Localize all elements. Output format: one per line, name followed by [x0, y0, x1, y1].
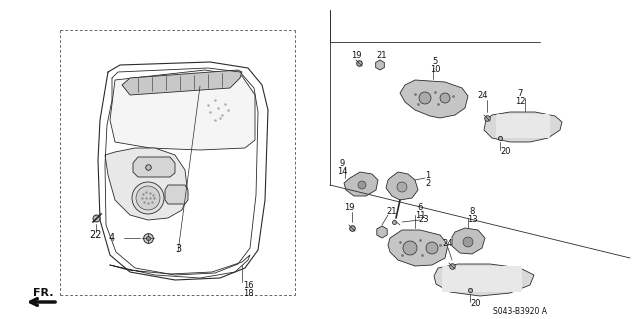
Text: 21: 21: [387, 207, 397, 217]
Text: 19: 19: [344, 203, 355, 211]
FancyBboxPatch shape: [496, 114, 550, 138]
Circle shape: [403, 241, 417, 255]
Text: 10: 10: [429, 65, 440, 75]
Polygon shape: [484, 112, 562, 142]
Polygon shape: [110, 70, 255, 150]
Text: 24: 24: [477, 91, 488, 100]
Polygon shape: [165, 185, 188, 204]
Polygon shape: [452, 228, 485, 254]
Text: 23: 23: [419, 216, 429, 225]
Text: 1: 1: [426, 170, 431, 180]
Circle shape: [419, 92, 431, 104]
Polygon shape: [386, 172, 418, 200]
Polygon shape: [122, 70, 242, 95]
Text: 19: 19: [351, 50, 361, 60]
Text: 20: 20: [500, 147, 511, 157]
Text: 14: 14: [337, 167, 348, 175]
Text: 13: 13: [467, 216, 477, 225]
Text: FR.: FR.: [33, 288, 53, 298]
Circle shape: [132, 182, 164, 214]
Circle shape: [440, 93, 450, 103]
Text: 5: 5: [433, 57, 438, 66]
Circle shape: [397, 182, 407, 192]
Text: 18: 18: [243, 290, 253, 299]
Text: 8: 8: [469, 207, 475, 217]
Polygon shape: [388, 230, 448, 266]
Circle shape: [358, 181, 366, 189]
Text: 16: 16: [243, 281, 253, 291]
Circle shape: [136, 186, 160, 210]
Text: 20: 20: [471, 300, 481, 308]
Text: 24: 24: [443, 240, 453, 249]
Circle shape: [426, 242, 438, 254]
Text: 12: 12: [515, 97, 525, 106]
Text: 4: 4: [109, 233, 115, 243]
Polygon shape: [434, 264, 534, 296]
Text: 6: 6: [417, 204, 422, 212]
Text: 3: 3: [175, 244, 181, 254]
Text: 2: 2: [426, 179, 431, 188]
Text: 7: 7: [517, 88, 523, 98]
FancyBboxPatch shape: [442, 266, 522, 292]
Text: S043-B3920 A: S043-B3920 A: [493, 308, 547, 316]
Polygon shape: [376, 60, 385, 70]
Polygon shape: [105, 148, 188, 220]
Polygon shape: [400, 80, 468, 118]
Polygon shape: [344, 172, 378, 196]
Polygon shape: [377, 226, 387, 238]
Text: 22: 22: [90, 230, 102, 240]
Circle shape: [463, 237, 473, 247]
Text: 9: 9: [339, 159, 344, 167]
Polygon shape: [133, 157, 175, 177]
Text: 21: 21: [377, 50, 387, 60]
Text: 11: 11: [415, 211, 425, 220]
